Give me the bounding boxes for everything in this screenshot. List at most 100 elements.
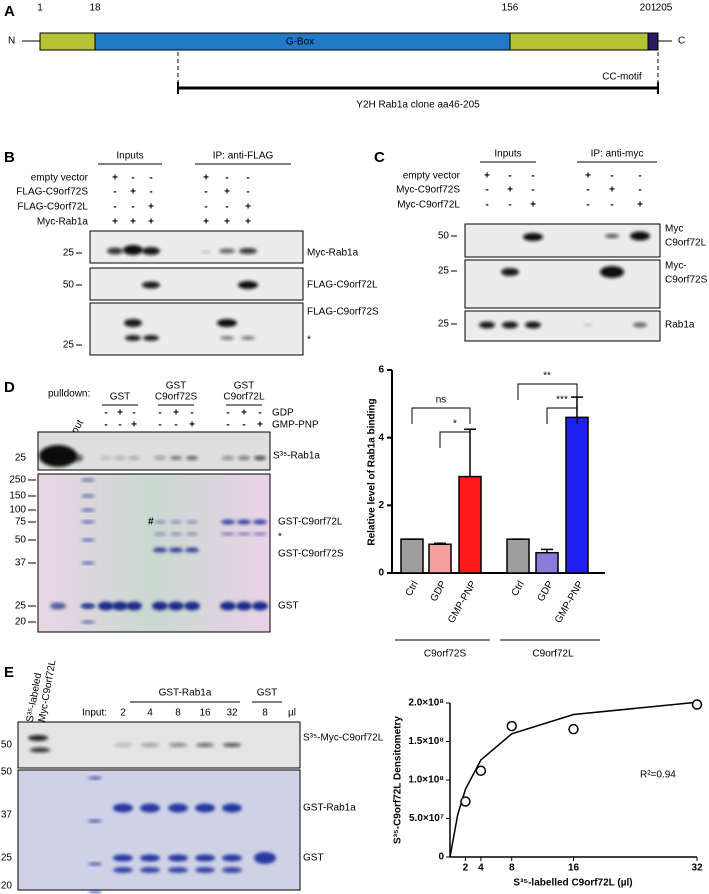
band-label: GST-C9orf72S: [278, 549, 344, 560]
band: [154, 456, 166, 460]
mw-marker: 100: [9, 505, 26, 516]
y-tick-label: 6: [378, 365, 384, 376]
sign: -: [190, 408, 193, 419]
point: [460, 796, 471, 807]
bracket: [546, 407, 578, 424]
row-label: GMP-PNP: [272, 420, 319, 431]
group-label: Inputs: [494, 149, 521, 160]
position: 156: [502, 3, 519, 14]
mw-marker: 50: [63, 280, 75, 291]
band: [107, 247, 123, 255]
row-label: FLAG-C9orf72S: [16, 187, 88, 198]
blot: [37, 431, 271, 471]
position: 205: [656, 3, 673, 14]
band: [100, 456, 112, 460]
pulldown-label: pulldown:: [48, 389, 90, 400]
band-label: GST: [278, 601, 299, 612]
mw-marker: 25: [438, 319, 450, 330]
sign: -: [149, 173, 152, 184]
group-label: GST: [257, 688, 278, 699]
mw-marker: 37: [15, 558, 27, 569]
panel-label: E: [4, 664, 14, 681]
sign: +: [203, 173, 209, 184]
band: [605, 234, 619, 238]
fit-line: [449, 701, 698, 858]
sign: -: [485, 200, 488, 211]
band: [479, 321, 495, 329]
band: [88, 776, 102, 780]
sign: +: [224, 217, 230, 228]
band: [88, 819, 102, 823]
motif-label: CC-motif: [602, 72, 642, 83]
mw-marker: 50: [15, 535, 27, 546]
band: [123, 245, 143, 255]
band: [219, 248, 235, 254]
sign: -: [132, 408, 135, 419]
blot: [89, 302, 304, 356]
sign: -: [118, 420, 121, 431]
band: [501, 268, 519, 276]
band-label: S³⁵-Myc-C9orf72L: [303, 733, 384, 744]
panel-label: C: [374, 149, 385, 166]
sign: +: [130, 217, 136, 228]
group-label: Inputs: [116, 151, 143, 162]
band-label: GST: [303, 853, 324, 864]
band: [170, 456, 182, 460]
lane-label: 32: [226, 708, 238, 719]
sign: -: [485, 185, 488, 196]
significance: *: [453, 419, 457, 430]
band: [142, 247, 160, 255]
band: [186, 456, 198, 460]
sign: -: [158, 408, 161, 419]
band: [169, 743, 187, 747]
band: [186, 532, 198, 536]
mw-marker: 25: [1, 853, 13, 864]
sign: +: [585, 171, 591, 182]
mw-marker: 20: [15, 617, 27, 628]
y-axis-label: S³⁵-C9orf72L Densitometry: [393, 716, 404, 844]
band-label: *: [278, 532, 282, 543]
band: [140, 854, 160, 862]
sign: -: [113, 187, 116, 198]
band: [140, 803, 160, 813]
sign: +: [257, 420, 263, 431]
mw-marker: 75: [15, 517, 27, 528]
sign: -: [104, 420, 107, 431]
lane-label: 4: [147, 708, 153, 719]
band-label: FLAG-C9orf72L: [307, 280, 378, 291]
band: [154, 520, 166, 524]
band: [30, 747, 50, 753]
sign: -: [638, 171, 641, 182]
band: [153, 547, 167, 553]
group-label: C9orf72L: [223, 392, 265, 403]
band: [220, 336, 234, 340]
sign: -: [131, 202, 134, 213]
x-tick-label: Ctrl: [510, 579, 527, 598]
sign: -: [508, 171, 511, 182]
band: [81, 494, 95, 498]
mw-marker: 25: [438, 266, 450, 277]
sign: -: [158, 420, 161, 431]
band: [152, 601, 168, 611]
y-tick-label: 2.0×10⁸: [408, 698, 444, 709]
group-label: IP: anti-myc: [591, 149, 644, 160]
band: [217, 319, 237, 327]
n-terminus: N: [8, 36, 15, 47]
mw-marker: 50: [438, 231, 450, 242]
sign: +: [609, 185, 615, 196]
bar: [428, 543, 452, 574]
error-bar: [434, 542, 446, 545]
bar: [506, 538, 530, 574]
mw-marker: 150: [9, 491, 26, 502]
sign: +: [245, 217, 251, 228]
blot: [464, 259, 661, 309]
band: [237, 532, 251, 536]
panel-label: B: [4, 149, 15, 166]
annotation: R²=0.94: [640, 770, 676, 781]
error-bar: [541, 548, 553, 553]
sign: -: [638, 185, 641, 196]
band: [98, 601, 114, 611]
y-axis-label: Relative level of Rab1a binding: [367, 398, 378, 545]
band: [195, 867, 215, 873]
mw-marker: 50: [1, 740, 13, 751]
